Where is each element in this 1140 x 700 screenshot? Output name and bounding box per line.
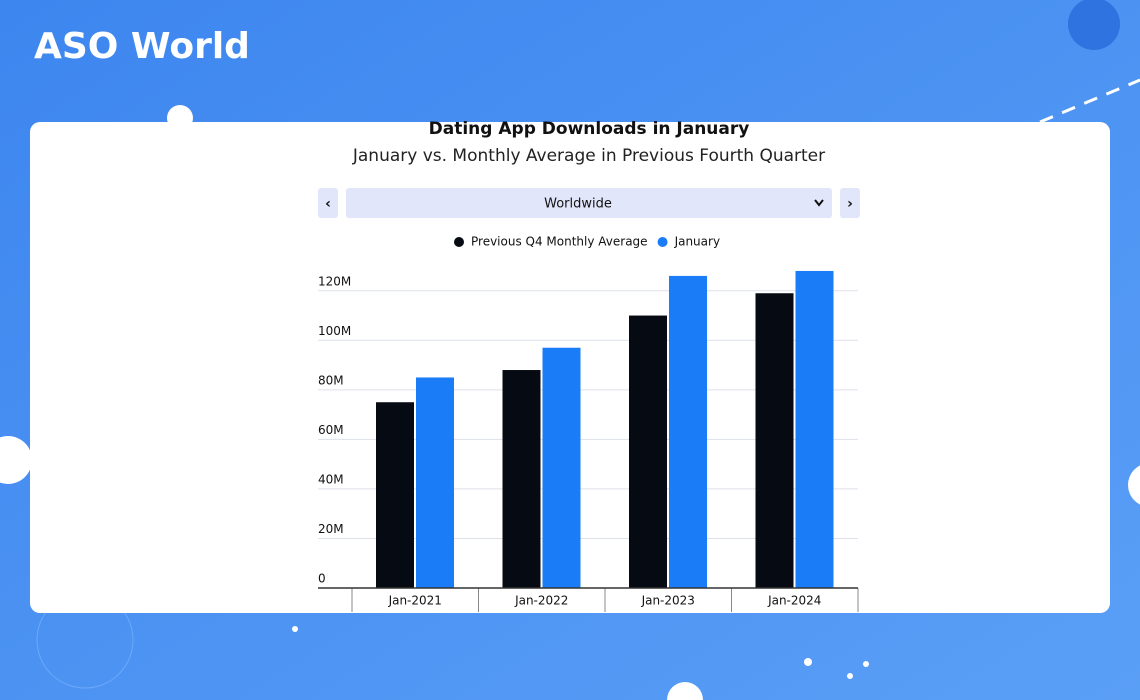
bar (416, 377, 454, 588)
y-tick-label: 40M (318, 472, 344, 486)
legend-swatch (657, 237, 668, 247)
bar (502, 370, 541, 588)
next-icon: › (847, 196, 853, 212)
decor-dot (292, 626, 298, 632)
legend-swatch (454, 237, 464, 247)
x-tick-label: Jan-2021 (388, 594, 442, 608)
y-tick-label: 60M (318, 423, 344, 437)
bar (629, 315, 667, 588)
y-tick-label: 100M (318, 324, 351, 338)
y-tick-label: 80M (318, 373, 344, 387)
legend-label: January (674, 235, 721, 249)
bar (376, 402, 414, 588)
decor-circle (1068, 0, 1120, 50)
decor-dot (847, 673, 853, 679)
chart-subtitle: January vs. Monthly Average in Previous … (352, 146, 825, 166)
decor-dash (1039, 78, 1140, 124)
bar (755, 293, 794, 588)
region-dropdown[interactable] (346, 188, 832, 218)
decor-circle (1128, 465, 1140, 505)
x-tick-label: Jan-2022 (514, 594, 568, 608)
decor-circle (667, 682, 703, 700)
bar (795, 270, 834, 588)
y-tick-label: 120M (318, 274, 351, 288)
bar (669, 275, 707, 588)
region-label: Worldwide (544, 197, 612, 212)
prev-icon: ‹ (325, 196, 331, 212)
decor-circle (0, 436, 32, 484)
legend-label: Previous Q4 Monthly Average (471, 235, 648, 249)
prev-button[interactable] (318, 188, 338, 218)
x-tick-label: Jan-2023 (641, 594, 695, 608)
x-tick-label: Jan-2024 (767, 594, 821, 608)
dropdown-caret (814, 199, 824, 207)
brand-logo: ASO World (34, 26, 250, 67)
chart-title: Dating App Downloads in January (429, 119, 750, 139)
next-button[interactable] (840, 188, 860, 218)
decor-dot (863, 661, 869, 667)
bar (542, 347, 581, 588)
decor-dot (804, 658, 812, 666)
y-tick-label: 20M (318, 522, 344, 536)
y-tick-label: 0 (318, 572, 326, 586)
